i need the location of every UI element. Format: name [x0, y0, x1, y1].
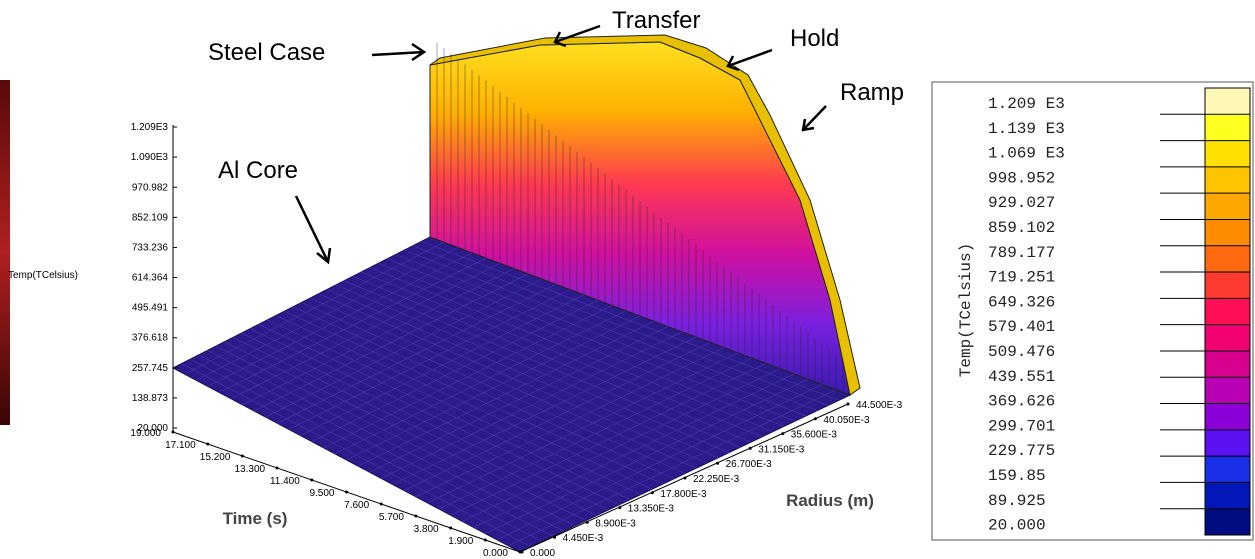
z-tick-label: 733.236	[132, 242, 169, 253]
colorbar-band	[1205, 219, 1250, 245]
colorbar-band	[1205, 351, 1250, 377]
colorbar-band	[1205, 377, 1250, 403]
radius-tick-label: 44.500E-3	[856, 400, 903, 411]
time-tick-label: 17.100	[165, 440, 196, 451]
colorbar-level-label: 998.952	[988, 169, 1055, 187]
colorbar-level-label: 579.401	[988, 318, 1055, 336]
radius-tick-label: 22.250E-3	[693, 474, 740, 485]
z-tick-label: 495.491	[132, 303, 169, 314]
annotation: Steel Case	[208, 39, 325, 66]
radius-tick	[749, 447, 752, 450]
time-tick-label: 13.300	[235, 464, 266, 475]
z-tick-label: 138.873	[132, 393, 169, 404]
time-axis-label: Time (s)	[223, 509, 288, 528]
colorbar-band	[1205, 193, 1250, 219]
time-tick-label: 15.200	[200, 452, 231, 463]
radius-tick	[618, 506, 621, 509]
z-tick-label: 1.090E3	[131, 152, 169, 163]
colorbar-level-label: 229.775	[988, 442, 1055, 460]
colorbar-band	[1205, 404, 1250, 430]
time-tick-label: 1.900	[448, 536, 473, 547]
colorbar-band	[1205, 141, 1250, 167]
radius-tick	[814, 417, 817, 420]
radius-tick	[781, 432, 784, 435]
time-tick	[310, 479, 313, 482]
colorbar-label: Temp(TCelsius)	[957, 243, 975, 377]
annotation: Al Core	[218, 157, 298, 184]
time-tick	[172, 431, 175, 434]
time-tick-label: 5.700	[379, 512, 404, 523]
colorbar-level-label: 509.476	[988, 343, 1055, 361]
colorbar-level-label: 1.139 E3	[988, 120, 1065, 138]
colorbar-band	[1205, 509, 1250, 535]
annotation: Transfer	[612, 7, 700, 34]
annotation: Hold	[790, 25, 839, 52]
colorbar-band	[1205, 325, 1250, 351]
time-tick-label: 7.600	[344, 500, 369, 511]
colorbar-level-label: 859.102	[988, 219, 1055, 237]
z-tick-label: 376.618	[132, 333, 169, 344]
radius-tick	[553, 536, 556, 539]
radius-tick	[684, 477, 687, 480]
radius-axis-label: Radius (m)	[786, 491, 874, 510]
z-tick-label: 970.982	[132, 182, 169, 193]
colorbar-band	[1205, 482, 1250, 508]
chart: Temp(TCelsius) Time (s) Radius (m) Steel…	[0, 0, 1255, 559]
radius-tick	[586, 521, 589, 524]
radius-tick-label: 0.000	[530, 548, 555, 559]
colorbar-level-label: 649.326	[988, 293, 1055, 311]
time-tick-label: 3.800	[414, 524, 439, 535]
radius-tick-label: 35.600E-3	[791, 430, 838, 441]
z-tick-label: 614.364	[132, 273, 169, 284]
z-tick-label: 852.109	[132, 212, 169, 223]
colorbar-level-label: 1.209 E3	[988, 95, 1065, 113]
time-tick	[449, 527, 452, 530]
radius-tick-label: 17.800E-3	[660, 489, 707, 500]
colorbar-band	[1205, 167, 1250, 193]
photo-strip	[0, 80, 10, 425]
annotation: Ramp	[840, 79, 904, 106]
radius-tick-label: 4.450E-3	[563, 533, 604, 544]
radius-tick-label: 8.900E-3	[595, 518, 636, 529]
colorbar-level-label: 20.000	[988, 517, 1046, 535]
colorbar-band	[1205, 246, 1250, 272]
colorbar-level-label: 299.701	[988, 417, 1055, 435]
radius-tick-label: 31.150E-3	[758, 444, 805, 455]
colorbar-band	[1205, 298, 1250, 324]
colorbar-band	[1205, 114, 1250, 140]
colorbar-level-label: 719.251	[988, 269, 1055, 287]
time-tick	[276, 467, 279, 470]
time-tick-label: 19.000	[130, 428, 161, 439]
radius-tick	[651, 491, 654, 494]
colorbar-level-label: 439.551	[988, 368, 1055, 386]
radius-tick	[847, 403, 850, 406]
z-axis-label: Temp(TCelsius)	[8, 270, 78, 281]
colorbar-level-label: 789.177	[988, 244, 1055, 262]
time-tick-label: 11.400	[270, 476, 300, 487]
time-tick-label: 9.500	[309, 488, 334, 499]
colorbar-band	[1205, 456, 1250, 482]
time-tick	[241, 455, 244, 458]
z-tick-label: 1.209E3	[131, 122, 169, 133]
time-tick	[484, 539, 487, 542]
colorbar-level-label: 89.925	[988, 492, 1046, 510]
colorbar-band	[1205, 88, 1250, 114]
time-tick	[380, 503, 383, 506]
radius-tick	[716, 462, 719, 465]
radius-tick	[521, 551, 524, 554]
time-tick	[345, 491, 348, 494]
time-tick	[206, 443, 209, 446]
time-tick-label: 0.000	[483, 548, 508, 559]
colorbar-band	[1205, 272, 1250, 298]
colorbar-level-label: 159.85	[988, 467, 1046, 485]
radius-tick-label: 40.050E-3	[823, 415, 870, 426]
colorbar-level-label: 1.069 E3	[988, 145, 1065, 163]
radius-tick-label: 26.700E-3	[726, 459, 773, 470]
colorbar-level-label: 369.626	[988, 393, 1055, 411]
radius-tick-label: 13.350E-3	[628, 504, 675, 515]
z-tick-label: 257.745	[132, 363, 169, 374]
time-tick	[414, 515, 417, 518]
colorbar-level-label: 929.027	[988, 194, 1055, 212]
colorbar-band	[1205, 430, 1250, 456]
